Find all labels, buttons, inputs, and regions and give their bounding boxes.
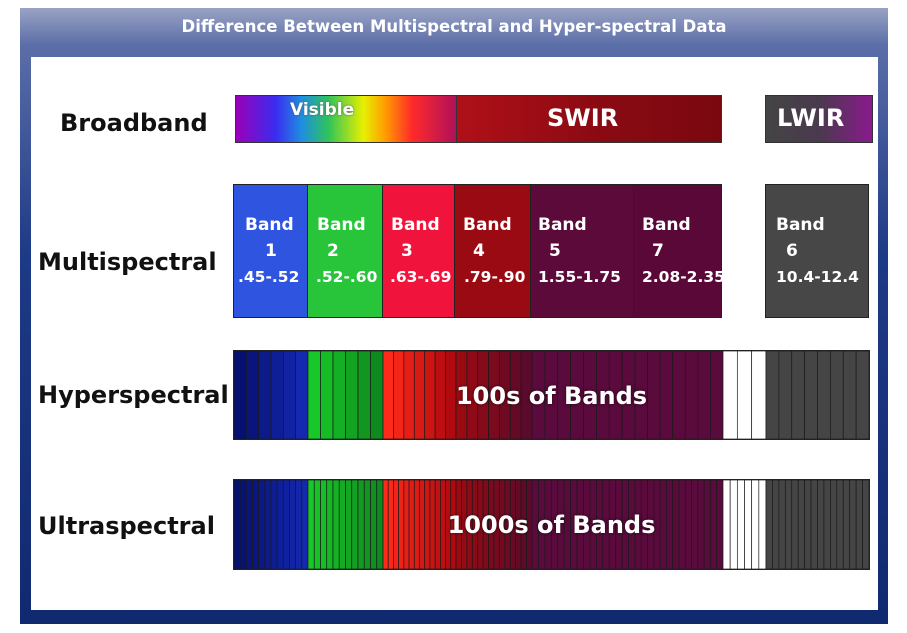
row-label-multispectral: Multispectral (38, 248, 217, 276)
broadband-swir-label: SWIR (547, 104, 619, 132)
band-6-name: Band (776, 215, 825, 235)
band-4-range: .79-.90 (464, 268, 526, 286)
broadband-visible-bar (235, 95, 457, 143)
band-5-box: Band 5 1.55-1.75 (530, 184, 634, 318)
hyperspectral-label: 100s of Bands (455, 382, 648, 410)
row-label-ultraspectral: Ultraspectral (38, 512, 215, 540)
broadband-swir-bar (456, 95, 722, 143)
band-3-name: Band (391, 215, 440, 235)
hyperspectral-bands (234, 351, 869, 439)
band-7-name: Band (642, 215, 691, 235)
band-4-number: 4 (473, 241, 485, 261)
band-2-name: Band (317, 215, 366, 235)
band-1-name: Band (245, 215, 294, 235)
band-3-number: 3 (401, 241, 413, 261)
band-7-number: 7 (652, 241, 664, 261)
row-label-hyperspectral: Hyperspectral (38, 381, 229, 409)
row-label-broadband: Broadband (60, 109, 208, 137)
band-1-range: .45-.52 (238, 268, 300, 286)
broadband-visible-label: Visible (290, 100, 355, 120)
ultraspectral-strip: 1000s of Bands (233, 479, 870, 570)
ultraspectral-label: 1000s of Bands (447, 511, 656, 539)
band-2-number: 2 (327, 241, 339, 261)
broadband-lwir-bar (765, 95, 873, 143)
hyperspectral-strip: 100s of Bands (233, 350, 870, 440)
band-5-number: 5 (549, 241, 561, 261)
band-3-range: .63-.69 (390, 268, 452, 286)
band-2-box: Band 2 .52-.60 (307, 184, 383, 318)
band-5-range: 1.55-1.75 (538, 268, 621, 286)
band-5-name: Band (538, 215, 587, 235)
band-7-box: Band 7 2.08-2.35 (633, 184, 725, 318)
slide-title: Difference Between Multispectral and Hyp… (181, 17, 727, 36)
broadband-lwir-label: LWIR (777, 104, 845, 132)
ultraspectral-bands (234, 480, 869, 569)
band-4-name: Band (463, 215, 512, 235)
band-2-range: .52-.60 (316, 268, 378, 286)
band-1-box: Band 1 .45-.52 (233, 184, 308, 318)
spectral-band-stripe (855, 351, 869, 439)
band-1-number: 1 (265, 241, 277, 261)
band-6-number: 6 (786, 241, 798, 261)
band-6-range: 10.4-12.4 (776, 268, 859, 286)
band-3-box: Band 3 .63-.69 (382, 184, 455, 318)
band-7-range: 2.08-2.35 (642, 268, 725, 286)
band-6-box: Band 6 10.4-12.4 (765, 184, 869, 318)
band-4-box: Band 4 .79-.90 (454, 184, 531, 318)
